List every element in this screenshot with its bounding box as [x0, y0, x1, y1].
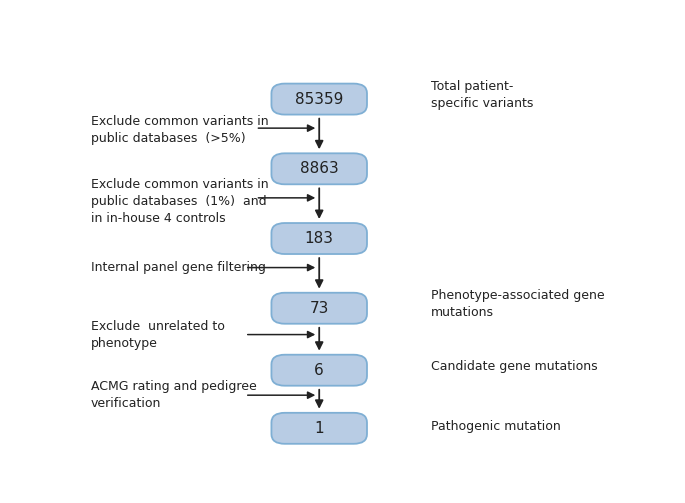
Text: Pathogenic mutation: Pathogenic mutation: [431, 420, 560, 433]
Text: 1: 1: [314, 421, 324, 436]
Text: 85359: 85359: [295, 92, 343, 107]
Text: Internal panel gene filtering: Internal panel gene filtering: [91, 261, 266, 274]
Text: Exclude  unrelated to
phenotype: Exclude unrelated to phenotype: [91, 320, 225, 351]
Text: Exclude common variants in
public databases  (>5%): Exclude common variants in public databa…: [91, 115, 269, 145]
Text: Total patient-
specific variants: Total patient- specific variants: [431, 80, 533, 110]
Text: Candidate gene mutations: Candidate gene mutations: [431, 360, 597, 373]
Text: ACMG rating and pedigree
verification: ACMG rating and pedigree verification: [91, 380, 257, 410]
FancyBboxPatch shape: [271, 223, 367, 254]
FancyBboxPatch shape: [271, 355, 367, 386]
Text: Phenotype-associated gene
mutations: Phenotype-associated gene mutations: [431, 289, 604, 319]
FancyBboxPatch shape: [271, 293, 367, 324]
FancyBboxPatch shape: [271, 83, 367, 115]
Text: 73: 73: [310, 301, 329, 316]
Text: 183: 183: [305, 231, 334, 246]
Text: Exclude common variants in
public databases  (1%)  and
in in-house 4 controls: Exclude common variants in public databa…: [91, 178, 269, 225]
FancyBboxPatch shape: [271, 413, 367, 444]
Text: 6: 6: [314, 363, 324, 378]
Text: 8863: 8863: [300, 161, 338, 177]
FancyBboxPatch shape: [271, 153, 367, 184]
